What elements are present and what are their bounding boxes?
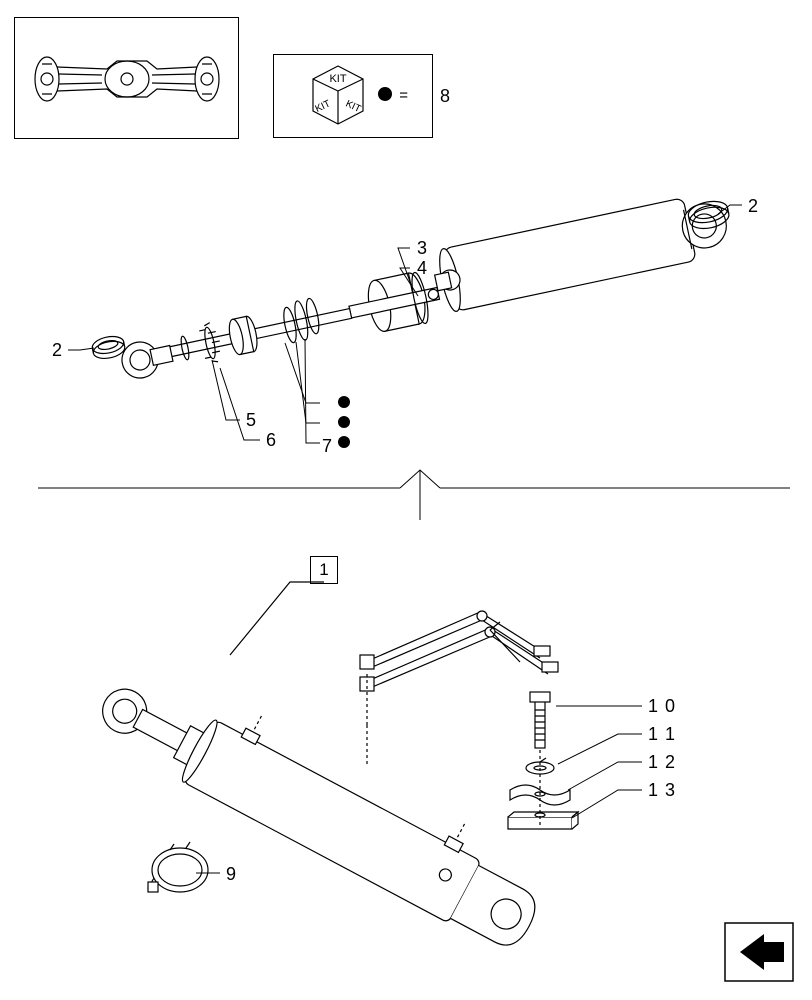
label-11: 1 1 [648, 724, 676, 745]
dot-2 [338, 416, 350, 428]
label-2-left: 2 [52, 340, 63, 361]
label-5: 5 [246, 410, 257, 431]
return-arrow-box[interactable] [724, 922, 794, 982]
label-7: 7 [322, 436, 333, 457]
dot-3 [338, 436, 350, 448]
label-6: 6 [266, 430, 277, 451]
dot-1 [338, 396, 350, 408]
lower-assembly-view [0, 500, 812, 1000]
label-10: 1 0 [648, 696, 676, 717]
label-12: 1 2 [648, 752, 676, 773]
label-2-right: 2 [748, 196, 759, 217]
label-4: 4 [417, 258, 428, 279]
label-9: 9 [226, 864, 237, 885]
upper-exploded-view [0, 0, 812, 520]
label-3: 3 [417, 238, 428, 259]
label-13: 1 3 [648, 780, 676, 801]
